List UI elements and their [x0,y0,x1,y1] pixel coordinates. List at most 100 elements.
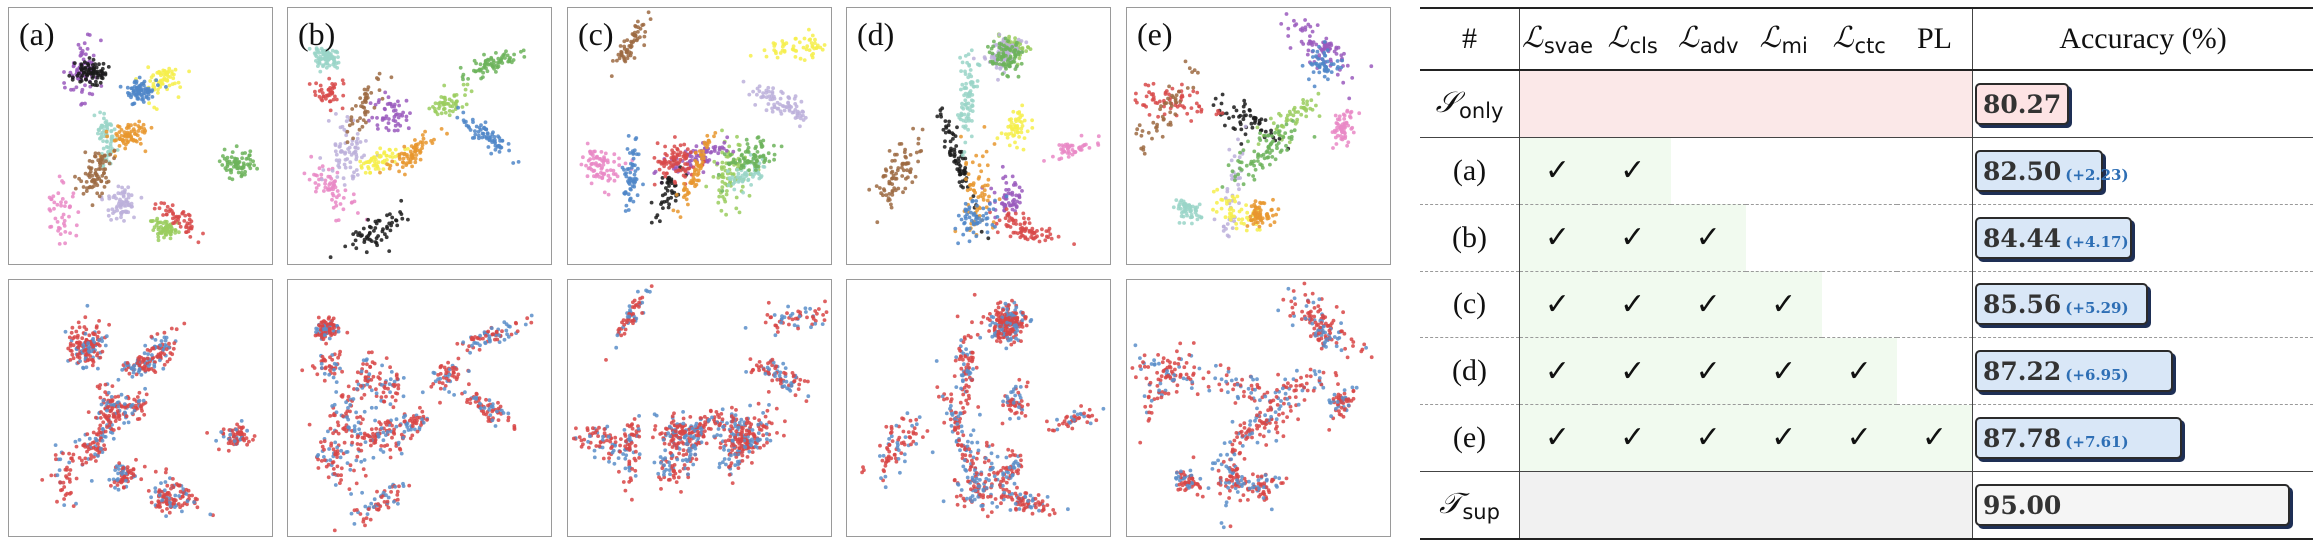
scatter-point [953,229,958,234]
scatter-point [1229,173,1234,178]
scatter-point [772,157,776,162]
scatter-point [392,499,396,504]
scatter-point [920,127,925,132]
scatter-point [886,196,891,201]
scatter-point [386,386,390,391]
scatter-point [1185,213,1189,218]
scatter-point [1271,197,1275,202]
scatter-point [1017,185,1022,190]
scatter-point [959,87,963,92]
scatter-point [643,30,648,34]
scatter-point [117,417,122,421]
scatter-point [1214,210,1219,214]
scatter-point [397,103,401,108]
scatter-point [1027,221,1032,226]
scatter-point [168,500,172,505]
scatter-point [156,91,160,95]
scatter-point [798,56,803,61]
scatter-point [1299,112,1304,117]
scatter-point [325,48,330,53]
scatter-point [382,399,387,404]
scatter-point [1299,39,1304,44]
scatter-point [1057,143,1062,147]
scatter-point [622,55,626,59]
scatter-point [894,171,898,176]
scatter-point [770,109,775,114]
scatter-point [155,70,160,75]
scatter-point [794,36,798,41]
scatter-point [1035,234,1039,239]
scatter-point [727,144,732,149]
scatter-point [960,60,965,65]
scatter-point [1066,149,1071,154]
scatter-point [1221,224,1226,229]
scatter-point [331,97,336,102]
scatter-point [1070,143,1075,148]
scatter-point [677,160,682,165]
scatter-point [745,148,750,153]
scatter-point [1211,103,1216,107]
scatter-point [717,145,722,150]
scatter-point [341,176,346,181]
scatter-point [890,169,895,174]
scatter-point [751,89,755,94]
scatter-point [916,141,921,146]
scatter-point [329,176,334,181]
scatter-point [632,181,637,185]
scatter-point [406,147,410,151]
scatter-point [129,403,134,408]
scatter-point [75,73,80,78]
scatter-point [667,184,671,188]
scatter-point [376,375,381,380]
scatter-point [244,157,249,161]
scatter-point [1331,146,1335,150]
scatter-point [98,383,103,387]
scatter-point [329,54,334,59]
scatter-point [489,57,494,61]
scatter-point [350,107,355,111]
scatter-point [994,65,999,70]
tsne-scatter-class-b [302,46,527,260]
scatter-point [339,478,343,482]
scatter-point [101,420,106,425]
scatter-point [512,52,516,57]
scatter-point [186,229,191,234]
scatter-point [589,181,594,186]
scatter-point [376,100,381,105]
scatter-point [416,142,420,147]
scatter-point [178,489,183,494]
scatter-point [1284,143,1288,148]
scatter-point [1234,222,1239,226]
scatter-point [971,56,976,61]
scatter-point [113,419,118,423]
scatter-point [330,184,335,189]
scatter-point [396,386,401,391]
scatter-point [822,43,827,47]
scatter-point [300,368,305,373]
scatter-point [458,65,463,70]
scatter-point [1142,103,1147,107]
scatter-point [171,346,176,351]
scatter-point [1283,131,1288,135]
scatter-point [720,175,725,179]
scatter-point [1311,55,1315,59]
scatter-point [410,164,414,169]
scatter-point [878,186,882,190]
scatter-point [62,485,67,489]
scatter-point [1189,212,1194,217]
scatter-point [225,162,230,167]
scatter-point [704,184,709,189]
scatter-point [1345,143,1349,148]
scatter-point [764,108,769,113]
scatter-point [333,483,338,487]
scatter-point [171,212,176,217]
scatter-point [1288,46,1293,50]
scatter-point [672,150,676,155]
scatter-point [156,227,161,232]
scatter-point [956,241,960,246]
scatter-point [117,426,121,431]
scatter-point [985,198,990,203]
scatter-point [669,156,674,160]
scatter-point [144,392,149,397]
scatter-point [322,378,327,383]
